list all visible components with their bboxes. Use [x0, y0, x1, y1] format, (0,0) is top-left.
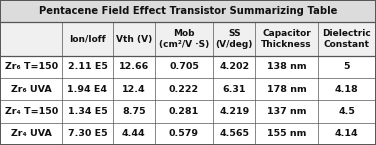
Text: 4.14: 4.14 — [335, 129, 359, 138]
Text: 8.75: 8.75 — [122, 107, 146, 116]
Text: SS
(V/deg): SS (V/deg) — [215, 29, 253, 49]
Bar — [255, 56, 318, 78]
Text: Ion/Ioff: Ion/Ioff — [69, 35, 106, 44]
Bar — [0, 0, 376, 22]
Bar — [112, 123, 155, 145]
Bar — [255, 22, 318, 56]
Text: 1.94 E4: 1.94 E4 — [67, 85, 108, 94]
Bar — [155, 56, 213, 78]
Bar — [255, 78, 318, 100]
Text: 4.202: 4.202 — [219, 62, 249, 71]
Bar — [112, 22, 155, 56]
Bar — [0, 123, 62, 145]
Bar — [213, 78, 255, 100]
Text: 178 nm: 178 nm — [267, 85, 306, 94]
Bar — [112, 100, 155, 123]
Text: 155 nm: 155 nm — [267, 129, 306, 138]
Bar — [0, 56, 62, 78]
Bar — [112, 78, 155, 100]
Bar — [213, 100, 255, 123]
Bar — [255, 100, 318, 123]
Text: 0.281: 0.281 — [169, 107, 199, 116]
Bar — [0, 78, 62, 100]
Bar — [318, 123, 376, 145]
Text: Capacitor
Thickness: Capacitor Thickness — [261, 29, 312, 49]
Bar — [62, 78, 112, 100]
Bar — [155, 123, 213, 145]
Bar — [318, 100, 376, 123]
Text: 5: 5 — [344, 62, 350, 71]
Bar — [62, 56, 112, 78]
Bar — [213, 22, 255, 56]
Bar — [112, 56, 155, 78]
Bar — [213, 56, 255, 78]
Text: Zr₆ UVA: Zr₆ UVA — [11, 85, 52, 94]
Bar — [155, 100, 213, 123]
Text: 4.219: 4.219 — [219, 107, 249, 116]
Text: 138 nm: 138 nm — [267, 62, 306, 71]
Text: Zr₄ UVA: Zr₄ UVA — [11, 129, 52, 138]
Bar — [318, 22, 376, 56]
Bar — [213, 123, 255, 145]
Text: Dielectric
Constant: Dielectric Constant — [323, 29, 371, 49]
Text: 2.11 E5: 2.11 E5 — [68, 62, 108, 71]
Bar — [318, 56, 376, 78]
Text: 12.4: 12.4 — [122, 85, 146, 94]
Text: 7.30 E5: 7.30 E5 — [68, 129, 107, 138]
Text: 4.18: 4.18 — [335, 85, 359, 94]
Text: 4.565: 4.565 — [219, 129, 249, 138]
Text: Mob
(cm²/V ·S): Mob (cm²/V ·S) — [159, 29, 209, 49]
Text: 0.222: 0.222 — [169, 85, 199, 94]
Text: Zr₆ T=150: Zr₆ T=150 — [5, 62, 58, 71]
Bar — [155, 78, 213, 100]
Bar — [155, 22, 213, 56]
Text: 0.705: 0.705 — [169, 62, 199, 71]
Bar — [62, 123, 112, 145]
Text: 4.5: 4.5 — [338, 107, 355, 116]
Text: 4.44: 4.44 — [122, 129, 146, 138]
Text: 1.34 E5: 1.34 E5 — [68, 107, 107, 116]
Text: Pentacene Field Effect Transistor Summarizing Table: Pentacene Field Effect Transistor Summar… — [39, 6, 337, 16]
Text: 6.31: 6.31 — [223, 85, 246, 94]
Bar — [0, 22, 62, 56]
Bar — [0, 100, 62, 123]
Text: 12.66: 12.66 — [118, 62, 149, 71]
Text: 0.579: 0.579 — [169, 129, 199, 138]
Bar — [62, 100, 112, 123]
Text: 137 nm: 137 nm — [267, 107, 306, 116]
Bar — [318, 78, 376, 100]
Text: Zr₄ T=150: Zr₄ T=150 — [5, 107, 58, 116]
Bar — [255, 123, 318, 145]
Text: Vth (V): Vth (V) — [115, 35, 152, 44]
Bar — [62, 22, 112, 56]
